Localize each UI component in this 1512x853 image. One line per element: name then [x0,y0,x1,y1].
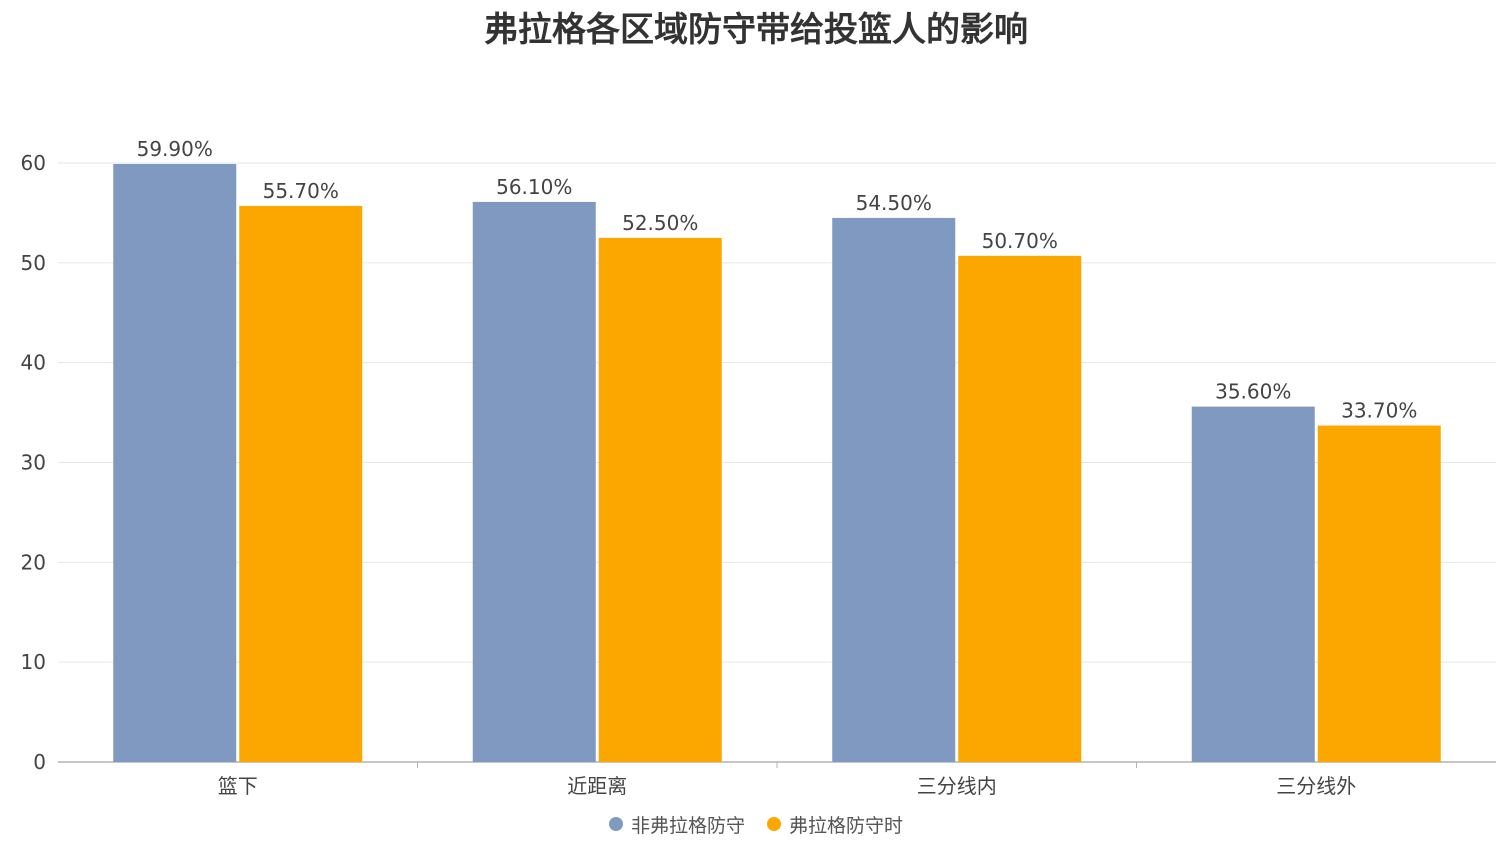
x-tick-label: 三分线内 [917,774,997,798]
x-tick-label: 篮下 [218,774,258,798]
y-tick-label: 10 [21,650,46,674]
legend-item-series-2[interactable]: 弗拉格防守时 [767,811,903,838]
y-tick-label: 0 [33,750,46,774]
bar-non-flagg-1[interactable] [113,163,237,762]
y-tick-label: 60 [21,151,46,175]
bar-flagg-2[interactable] [598,237,722,762]
bar-flagg-4[interactable] [1317,425,1441,762]
bar-non-flagg-3[interactable] [832,217,956,763]
bar-non-flagg-4[interactable] [1191,406,1315,762]
chart-title: 弗拉格各区域防守带给投篮人的影响 [484,10,1028,50]
data-label: 54.50% [856,191,932,215]
data-label: 50.70% [982,229,1058,253]
x-tick-label: 近距离 [567,774,627,798]
data-label: 33.70% [1341,399,1417,423]
bar-flagg-1[interactable] [239,205,363,762]
data-label: 35.60% [1215,380,1291,404]
legend-marker-icon [767,817,781,831]
y-tick-label: 40 [21,351,46,375]
legend-label: 弗拉格防守时 [789,814,904,837]
data-label: 59.90% [137,137,213,161]
y-tick-label: 30 [21,451,46,475]
legend-label: 非弗拉格防守 [630,814,745,837]
x-tick-label: 三分线外 [1276,774,1356,798]
bar-non-flagg-2[interactable] [472,201,596,762]
bar-flagg-3[interactable] [958,255,1082,762]
y-tick-label: 20 [21,550,46,574]
data-label: 52.50% [622,211,698,235]
chart-legend: 非弗拉格防守 弗拉格防守时 [0,810,1512,838]
data-label: 56.10% [496,175,572,199]
legend-marker-icon [608,817,623,831]
y-tick-label: 50 [21,251,46,275]
data-label: 55.70% [263,179,339,203]
legend-item-series-1[interactable]: 非弗拉格防守 [608,811,745,838]
